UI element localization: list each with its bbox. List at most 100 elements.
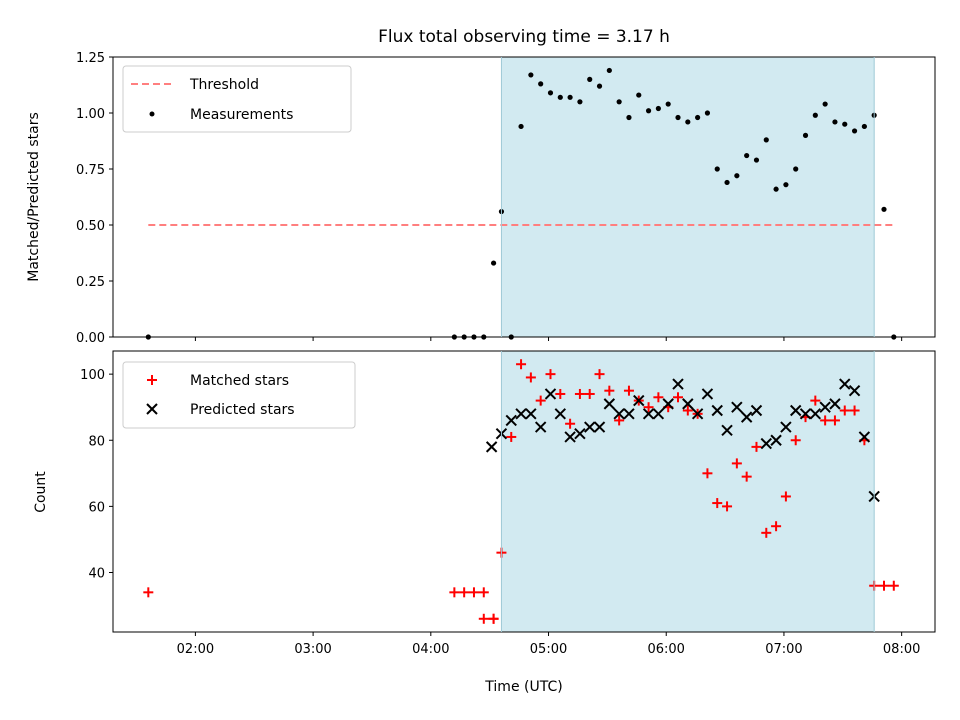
legend-matched-label: Matched stars xyxy=(190,373,289,389)
predicted-star-marker xyxy=(809,408,822,420)
measurement-point xyxy=(616,99,622,105)
predicted-star-marker xyxy=(839,378,851,390)
measurement-point xyxy=(881,206,887,212)
predicted-star-marker xyxy=(593,421,606,433)
predicted-star-marker xyxy=(731,401,743,413)
predicted-star-marker xyxy=(652,408,665,420)
measurement-point xyxy=(538,81,544,87)
matched-star-marker xyxy=(722,501,733,512)
measurement-point xyxy=(567,94,573,100)
top-y-tick-label: 0.75 xyxy=(76,163,105,178)
matched-star-marker xyxy=(839,405,850,416)
predicted-star-marker xyxy=(515,408,527,420)
matched-star-marker xyxy=(712,498,723,509)
measurement-point xyxy=(528,72,534,78)
predicted-star-marker xyxy=(819,401,831,413)
top-y-axis: 0.00 0.25 0.50 0.75 1.00 1.25 xyxy=(76,51,113,346)
measurement-point xyxy=(822,101,828,107)
top-y-tick-label: 0.00 xyxy=(76,331,105,346)
measurement-point xyxy=(557,94,563,100)
predicted-star-marker xyxy=(633,394,645,407)
matched-star-marker xyxy=(584,388,595,399)
matched-star-marker xyxy=(488,613,499,624)
measurement-point xyxy=(773,186,779,192)
predicted-star-marker xyxy=(780,421,792,433)
predicted-star-marker xyxy=(799,408,812,420)
predicted-star-marker xyxy=(642,408,655,420)
measurement-point xyxy=(783,182,789,188)
measurement-point xyxy=(851,128,858,134)
top-x-ticks xyxy=(194,337,903,341)
predicted-star-marker xyxy=(534,421,547,433)
measurement-point xyxy=(490,260,497,266)
matched-star-marker xyxy=(545,369,556,380)
matched-star-marker xyxy=(849,405,860,416)
predicted-star-marker xyxy=(682,398,694,410)
legend-predicted-marker xyxy=(146,403,158,415)
matched-star-marker xyxy=(516,359,527,370)
legend-matched-marker xyxy=(147,375,157,385)
x-tick-label: 04:00 xyxy=(412,642,449,657)
measurement-point xyxy=(587,76,593,82)
measurement-point xyxy=(812,112,818,118)
bottom-plot-frame xyxy=(112,350,936,633)
predicted-star-marker xyxy=(848,384,861,397)
predicted-star-marker xyxy=(564,431,576,443)
legend-measurements-marker xyxy=(149,111,155,117)
matched-star-marker xyxy=(604,385,615,396)
top-y-axis-label: Matched/Predicted stars xyxy=(26,112,42,282)
bottom-y-tick-label: 60 xyxy=(88,500,105,515)
matched-star-marker xyxy=(525,372,536,383)
bottom-y-axis-label: Count xyxy=(33,471,49,513)
x-axis-label: Time (UTC) xyxy=(484,679,562,695)
top-observing-interval-shade xyxy=(501,57,875,337)
bottom-x-axis: 02:00 03:00 04:00 05:00 06:00 07:00 08:00 xyxy=(177,632,920,657)
matched-star-marker xyxy=(820,415,831,426)
matched-star-marker xyxy=(535,395,546,406)
matched-star-marker xyxy=(771,521,782,532)
predicted-star-marker xyxy=(760,437,772,450)
measurement-point xyxy=(577,99,583,105)
measurement-point xyxy=(655,105,661,112)
predicted-star-marker xyxy=(672,378,684,390)
predicted-star-marker xyxy=(623,408,635,420)
measurement-point xyxy=(832,119,838,125)
matched-star-marker xyxy=(143,587,154,598)
chart-title: Flux total observing time = 3.17 h xyxy=(378,27,670,47)
measurement-point xyxy=(695,114,701,121)
predicted-star-marker xyxy=(613,408,625,420)
matched-star-marker xyxy=(574,388,585,399)
predicted-star-marker xyxy=(858,431,871,443)
x-tick-label: 02:00 xyxy=(177,642,214,657)
predicted-star-marker xyxy=(662,398,674,410)
predicted-star-marker xyxy=(584,421,596,433)
measurement-point xyxy=(665,101,671,107)
x-tick-label: 07:00 xyxy=(765,642,802,657)
legend-predicted-label: Predicted stars xyxy=(190,402,295,418)
measurement-point xyxy=(753,157,760,163)
bottom-panel: 40 60 80 100 02:00 03:00 04:00 05:00 06:00 07:00… xyxy=(33,350,936,695)
top-plot-frame xyxy=(112,56,936,338)
measurement-point xyxy=(861,123,867,130)
legend-threshold-label: Threshold xyxy=(189,77,259,93)
bottom-y-tick-label: 100 xyxy=(80,368,105,383)
bottom-observing-interval-shade xyxy=(501,351,875,632)
measurement-point xyxy=(626,114,632,121)
matched-star-marker xyxy=(449,587,460,598)
measurement-point xyxy=(744,152,750,159)
measurement-point xyxy=(685,119,691,125)
measurement-point xyxy=(518,123,524,130)
measurement-point xyxy=(675,114,681,121)
x-tick-label: 08:00 xyxy=(883,642,920,657)
matched-star-marker xyxy=(643,402,654,413)
predicted-star-marker xyxy=(829,398,841,410)
top-panel: 0.00 0.25 0.50 0.75 1.00 1.25 Flux total obse… xyxy=(26,27,936,346)
matched-star-marker xyxy=(594,369,605,380)
predicted-star-marker xyxy=(485,441,498,453)
measurement-point xyxy=(763,137,769,143)
matched-star-marker xyxy=(478,613,489,624)
bottom-y-tick-label: 40 xyxy=(88,566,105,581)
measurement-point xyxy=(596,83,603,89)
matched-star-marker xyxy=(702,468,713,479)
